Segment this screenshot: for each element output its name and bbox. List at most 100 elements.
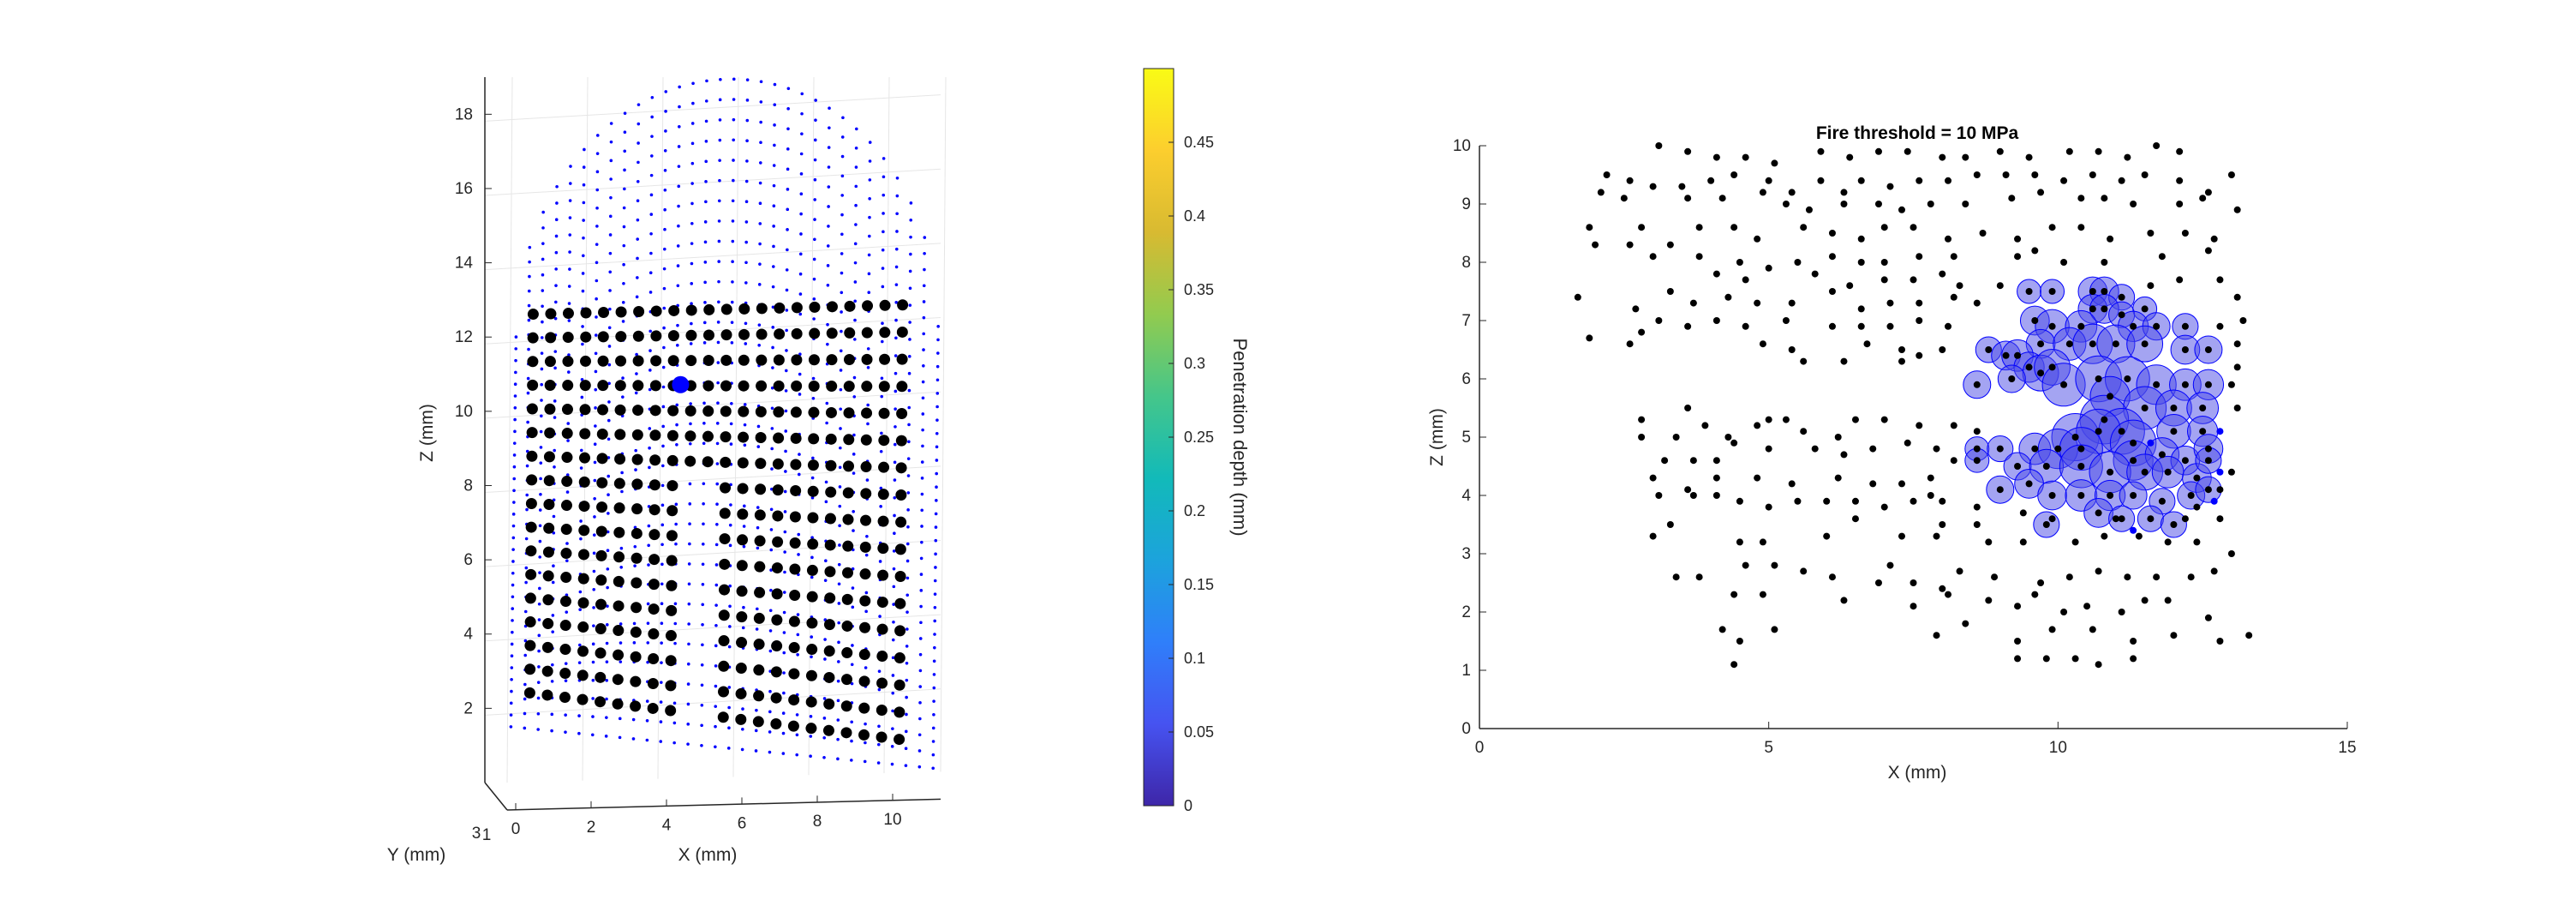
- 3d-black-dot: [738, 303, 750, 315]
- 2d-black-dot: [1834, 434, 1842, 441]
- 2d-black-dot: [1956, 282, 1963, 290]
- 3d-surface-dot: [604, 735, 608, 738]
- 3d-surface-dot: [510, 642, 514, 646]
- 3d-surface-dot: [631, 717, 636, 722]
- 3d-surface-dot: [539, 477, 542, 481]
- 3d-surface-dot: [827, 185, 831, 189]
- 3d-surface-dot: [840, 135, 845, 139]
- 2d-bubble-center-dot: [2101, 305, 2108, 313]
- 3d-surface-dot: [607, 363, 612, 367]
- 2d-black-dot: [2048, 515, 2056, 523]
- 2d-black-dot: [2014, 603, 2022, 610]
- 3d-black-dot: [595, 525, 607, 537]
- 2d-black-dot: [1626, 177, 1634, 184]
- 2d-black-dot: [1823, 532, 1831, 540]
- 2d-black-dot: [1655, 142, 1663, 149]
- 3d-surface-dot: [907, 355, 911, 358]
- 3d-surface-dot: [700, 683, 704, 687]
- 3d-surface-dot: [908, 286, 912, 291]
- 3d-surface-dot: [825, 421, 828, 425]
- 3d-surface-dot: [688, 482, 692, 486]
- 3d-surface-dot: [621, 395, 625, 399]
- 3d-surface-dot: [798, 352, 802, 357]
- 3d-surface-dot: [675, 344, 679, 347]
- 3d-black-dot: [666, 579, 678, 591]
- 3d-surface-dot: [854, 165, 858, 169]
- 3d-surface-dot: [660, 602, 664, 606]
- 3d-surface-dot: [756, 546, 760, 550]
- 2d-bubble-center-dot: [2147, 515, 2155, 523]
- 3d-black-dot: [542, 594, 554, 606]
- 3d-black-dot: [737, 483, 749, 495]
- 3d-black-dot: [843, 460, 854, 472]
- 3d-black-dot: [579, 428, 591, 440]
- 2d-black-dot: [2164, 597, 2172, 604]
- 3d-surface-dot: [894, 407, 897, 411]
- 3d-black-dot: [544, 403, 556, 415]
- 3d-black-dot: [822, 724, 834, 736]
- 2d-y-tick-label: 8: [1461, 254, 1471, 272]
- 3d-surface-dot: [868, 234, 871, 238]
- 3d-surface-dot: [745, 159, 749, 163]
- 3d-surface-dot: [672, 741, 676, 745]
- 3d-black-dot: [808, 406, 820, 418]
- 3d-black-dot: [648, 653, 660, 665]
- 3d-surface-dot: [675, 442, 678, 447]
- 3d-surface-dot: [608, 307, 612, 311]
- 2d-y-tick-label: 3: [1461, 545, 1471, 563]
- 3d-surface-dot: [866, 365, 870, 369]
- 2d-black-dot: [1678, 183, 1686, 190]
- 3d-black-dot: [738, 328, 750, 340]
- 3d-surface-dot: [768, 750, 772, 754]
- 3d-surface-dot: [564, 679, 568, 682]
- 3d-black-dot: [562, 380, 574, 392]
- 3d-black-dot: [858, 675, 870, 687]
- 3d-surface-dot: [782, 691, 786, 695]
- 2d-black-dot: [2239, 317, 2247, 324]
- 3d-surface-dot: [523, 711, 527, 716]
- 2d-black-dot: [1973, 171, 1981, 178]
- 3d-surface-dot: [622, 225, 626, 229]
- 3d-surface-dot: [771, 326, 775, 329]
- 2d-bubble-center-dot: [2181, 381, 2189, 388]
- 3d-surface-dot: [769, 507, 774, 512]
- 3d-surface-dot: [876, 761, 881, 765]
- 3d-surface-dot: [701, 603, 705, 607]
- 3d-surface-dot: [745, 139, 749, 143]
- 3d-surface-dot: [648, 329, 652, 333]
- 3d-surface-dot: [743, 443, 747, 447]
- 3d-surface-dot: [891, 674, 895, 677]
- 3d-surface-dot: [786, 107, 790, 111]
- 3d-surface-dot: [635, 372, 638, 375]
- 2d-black-dot: [1736, 538, 1743, 546]
- 3d-surface-dot: [577, 643, 582, 647]
- 3d-surface-dot: [908, 321, 911, 324]
- 3d-black-dot: [876, 597, 888, 609]
- 3d-surface-dot: [854, 146, 858, 150]
- 3d-surface-dot: [660, 661, 663, 664]
- 3d-surface-dot: [892, 567, 896, 571]
- 3d-surface-dot: [732, 98, 736, 101]
- 2d-black-dot: [1765, 264, 1772, 272]
- 2d-black-dot: [1811, 445, 1819, 453]
- 3d-surface-dot: [906, 525, 910, 529]
- 3d-surface-dot: [714, 664, 718, 668]
- 3d-surface-dot: [690, 141, 695, 146]
- 2d-black-dot: [2065, 147, 2073, 155]
- 3d-black-dot: [773, 432, 785, 444]
- 2d-bubble-center-dot: [2181, 346, 2189, 353]
- 3d-surface-dot: [714, 583, 719, 587]
- 2d-black-dot: [1788, 189, 1796, 196]
- 3d-surface-dot: [935, 364, 940, 369]
- 3d-surface-dot: [690, 242, 694, 245]
- colorbar-tick-label: 0.3: [1184, 355, 1205, 372]
- 3d-black-dot: [789, 511, 801, 523]
- colorbar-ticks: 00.050.10.150.20.250.30.350.40.45: [1168, 134, 1214, 814]
- 2d-black-dot: [1742, 322, 1749, 330]
- 2d-stress-bubbles: [1963, 276, 2225, 538]
- 3d-black-dot: [755, 405, 767, 417]
- 3d-surface-dot: [922, 284, 926, 288]
- 3d-surface-dot: [660, 503, 665, 507]
- 3d-surface-dot: [648, 369, 652, 372]
- 3d-surface-dot: [541, 242, 545, 245]
